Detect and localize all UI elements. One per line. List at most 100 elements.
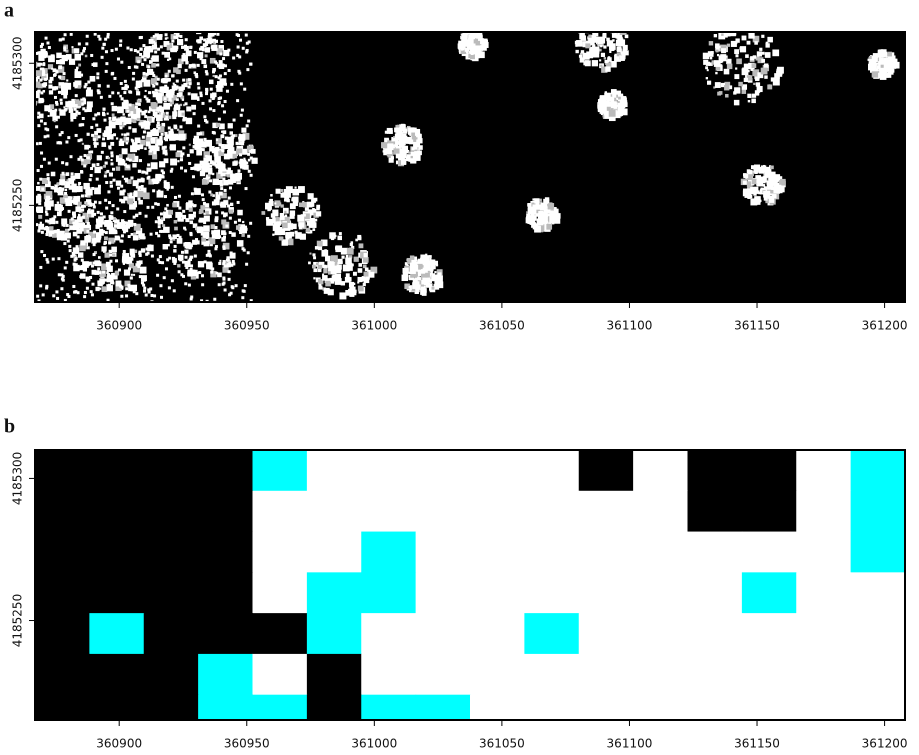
- x-tick-label: 360950: [224, 737, 270, 751]
- cell: [524, 613, 579, 654]
- cell: [307, 654, 362, 695]
- cell: [470, 654, 525, 695]
- cell: [851, 613, 906, 654]
- y-tick-label: 4185300: [11, 452, 25, 505]
- cell: [89, 695, 144, 736]
- cell: [198, 695, 253, 736]
- cell: [144, 572, 199, 613]
- cell: [361, 572, 416, 613]
- cell: [144, 491, 199, 532]
- cell: [361, 450, 416, 491]
- cell: [307, 613, 362, 654]
- panel: b 360900 360950 361000 361050 361100 361150 361…: [4, 416, 907, 751]
- cell: [198, 491, 253, 532]
- cell: [144, 613, 199, 654]
- cell: [688, 450, 743, 491]
- cell: [144, 654, 199, 695]
- cell: [35, 532, 90, 573]
- x-tick-label: 361000: [351, 319, 397, 333]
- cell: [851, 450, 906, 491]
- cell: [579, 613, 634, 654]
- cell: [198, 572, 253, 613]
- cell: [416, 532, 471, 573]
- x-tick-label: 361100: [607, 737, 653, 751]
- cell: [253, 491, 308, 532]
- cell: [579, 654, 634, 695]
- cell: [307, 450, 362, 491]
- y-tick-label: 4185250: [11, 179, 25, 232]
- cell: [633, 613, 688, 654]
- cell: [307, 532, 362, 573]
- raster-background: [35, 32, 905, 302]
- panel-label: b: [4, 416, 15, 438]
- cell: [742, 695, 797, 736]
- cell: [89, 491, 144, 532]
- cell: [796, 491, 851, 532]
- cell: [633, 532, 688, 573]
- x-tick-label: 360950: [224, 319, 270, 333]
- cell: [742, 532, 797, 573]
- x-tick-label: 361000: [351, 737, 397, 751]
- cell: [416, 654, 471, 695]
- cell: [688, 572, 743, 613]
- cell: [89, 532, 144, 573]
- x-tick-label: 361200: [862, 737, 908, 751]
- x-tick-label: 361200: [862, 319, 908, 333]
- cell: [524, 654, 579, 695]
- cell: [253, 572, 308, 613]
- x-tick-label: 360900: [96, 319, 142, 333]
- cell: [361, 613, 416, 654]
- cell: [89, 654, 144, 695]
- x-tick-label: 361050: [479, 737, 525, 751]
- y-tick-label: 4185300: [11, 37, 25, 90]
- cell: [416, 450, 471, 491]
- cell: [307, 572, 362, 613]
- cell: [470, 450, 525, 491]
- cell: [688, 654, 743, 695]
- cell: [35, 572, 90, 613]
- cell: [198, 654, 253, 695]
- cell: [742, 654, 797, 695]
- cell: [633, 695, 688, 736]
- cell: [796, 695, 851, 736]
- cell: [198, 450, 253, 491]
- cell: [35, 654, 90, 695]
- x-tick-label: 361150: [734, 319, 780, 333]
- x-tick-label: 361100: [607, 319, 653, 333]
- cell: [89, 450, 144, 491]
- cell: [35, 450, 90, 491]
- cell: [361, 532, 416, 573]
- cell: [851, 572, 906, 613]
- cell: [688, 695, 743, 736]
- cell: [470, 491, 525, 532]
- panel-label: a: [4, 0, 14, 22]
- cell: [470, 613, 525, 654]
- cell: [633, 491, 688, 532]
- cell: [796, 613, 851, 654]
- cell: [470, 572, 525, 613]
- cell: [253, 450, 308, 491]
- cell: [307, 491, 362, 532]
- cell: [524, 491, 579, 532]
- x-tick-label: 361150: [734, 737, 780, 751]
- cell: [524, 532, 579, 573]
- cell-grid: [35, 450, 906, 736]
- cell: [633, 572, 688, 613]
- cell: [688, 532, 743, 573]
- x-tick-label: 360900: [96, 737, 142, 751]
- cell: [796, 654, 851, 695]
- cell: [470, 532, 525, 573]
- cell: [253, 532, 308, 573]
- cell: [307, 695, 362, 736]
- cell: [524, 450, 579, 491]
- cell: [253, 613, 308, 654]
- cell: [144, 695, 199, 736]
- cell: [253, 695, 308, 736]
- cell: [524, 572, 579, 613]
- cell: [796, 532, 851, 573]
- cell: [742, 613, 797, 654]
- cell: [89, 572, 144, 613]
- cell: [144, 450, 199, 491]
- cell: [253, 654, 308, 695]
- cell: [851, 654, 906, 695]
